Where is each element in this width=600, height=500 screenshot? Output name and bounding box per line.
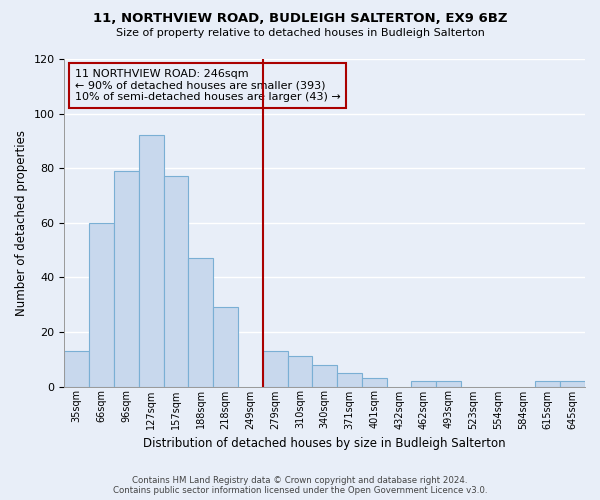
Bar bbox=[89, 223, 114, 386]
Bar bbox=[313, 364, 337, 386]
Bar bbox=[337, 373, 362, 386]
Bar bbox=[287, 356, 313, 386]
Text: 11, NORTHVIEW ROAD, BUDLEIGH SALTERTON, EX9 6BZ: 11, NORTHVIEW ROAD, BUDLEIGH SALTERTON, … bbox=[93, 12, 507, 26]
Bar bbox=[263, 351, 287, 386]
X-axis label: Distribution of detached houses by size in Budleigh Salterton: Distribution of detached houses by size … bbox=[143, 437, 506, 450]
Bar bbox=[535, 381, 560, 386]
Bar bbox=[436, 381, 461, 386]
Bar bbox=[164, 176, 188, 386]
Y-axis label: Number of detached properties: Number of detached properties bbox=[15, 130, 28, 316]
Bar bbox=[64, 351, 89, 386]
Bar bbox=[213, 308, 238, 386]
Bar bbox=[362, 378, 386, 386]
Bar bbox=[114, 171, 139, 386]
Bar bbox=[412, 381, 436, 386]
Text: Size of property relative to detached houses in Budleigh Salterton: Size of property relative to detached ho… bbox=[116, 28, 484, 38]
Text: Contains HM Land Registry data © Crown copyright and database right 2024.
Contai: Contains HM Land Registry data © Crown c… bbox=[113, 476, 487, 495]
Text: 11 NORTHVIEW ROAD: 246sqm
← 90% of detached houses are smaller (393)
10% of semi: 11 NORTHVIEW ROAD: 246sqm ← 90% of detac… bbox=[75, 69, 341, 102]
Bar bbox=[139, 136, 164, 386]
Bar bbox=[188, 258, 213, 386]
Bar bbox=[560, 381, 585, 386]
